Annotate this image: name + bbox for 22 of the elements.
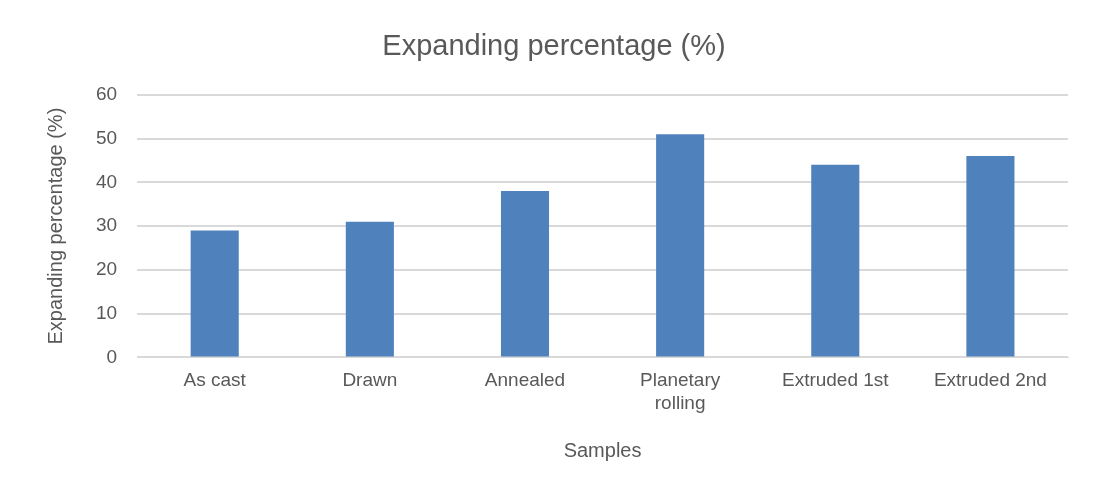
bar (656, 134, 705, 357)
chart-title: Expanding percentage (%) (382, 29, 726, 62)
y-tick-label: 60 (95, 83, 118, 105)
x-tick-label: Drawn (342, 369, 398, 391)
x-tick-label: Extruded 1st (781, 369, 890, 391)
bar (811, 164, 860, 357)
bar (500, 191, 550, 357)
x-tick-label: As cast (183, 369, 247, 391)
bar (345, 221, 394, 357)
y-axis-title: Expanding percentage (%) (43, 107, 66, 345)
y-tick-label: 0 (106, 345, 118, 367)
bar (966, 156, 1015, 357)
y-tick-label: 20 (95, 258, 118, 280)
y-tick-label: 10 (95, 301, 118, 323)
y-tick-label: 50 (95, 126, 118, 148)
y-tick-label: 40 (95, 170, 118, 192)
x-tick-label: Planetary rolling (640, 369, 721, 413)
x-axis-title: Samples (563, 438, 642, 461)
y-tick-label: 30 (95, 214, 118, 236)
x-tick-label: Annealed (484, 369, 566, 391)
bar (190, 230, 239, 357)
x-tick-label: Extruded 2nd (933, 369, 1047, 391)
